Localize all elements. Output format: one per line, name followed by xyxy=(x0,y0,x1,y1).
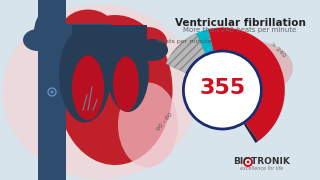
Ellipse shape xyxy=(208,40,293,96)
Wedge shape xyxy=(244,123,258,143)
Ellipse shape xyxy=(113,57,139,111)
Ellipse shape xyxy=(107,32,149,112)
Text: 355: 355 xyxy=(199,78,245,98)
Wedge shape xyxy=(208,28,285,141)
Circle shape xyxy=(183,51,261,129)
Text: 60 - 80: 60 - 80 xyxy=(156,112,173,132)
Ellipse shape xyxy=(118,82,178,168)
Ellipse shape xyxy=(72,55,104,120)
Bar xyxy=(38,0,66,180)
Text: excellence for life: excellence for life xyxy=(240,165,284,170)
Ellipse shape xyxy=(129,27,167,57)
Text: Ventricular fibrillation: Ventricular fibrillation xyxy=(175,18,305,28)
Bar xyxy=(66,24,111,42)
Ellipse shape xyxy=(58,15,172,165)
Ellipse shape xyxy=(23,29,53,51)
Wedge shape xyxy=(196,29,213,54)
Text: BIOTRONIK: BIOTRONIK xyxy=(234,156,291,165)
Bar xyxy=(72,25,147,60)
Ellipse shape xyxy=(136,39,168,61)
Circle shape xyxy=(245,159,251,165)
Wedge shape xyxy=(166,33,205,73)
Circle shape xyxy=(246,161,250,163)
Text: > 240: > 240 xyxy=(269,41,286,58)
Text: More than 240 beats per minute: More than 240 beats per minute xyxy=(183,27,297,33)
Wedge shape xyxy=(34,0,66,64)
Ellipse shape xyxy=(60,10,116,55)
Ellipse shape xyxy=(59,28,111,123)
Circle shape xyxy=(243,157,253,167)
Text: Beats per minute: Beats per minute xyxy=(157,39,212,44)
Circle shape xyxy=(51,91,53,93)
Ellipse shape xyxy=(3,4,197,179)
